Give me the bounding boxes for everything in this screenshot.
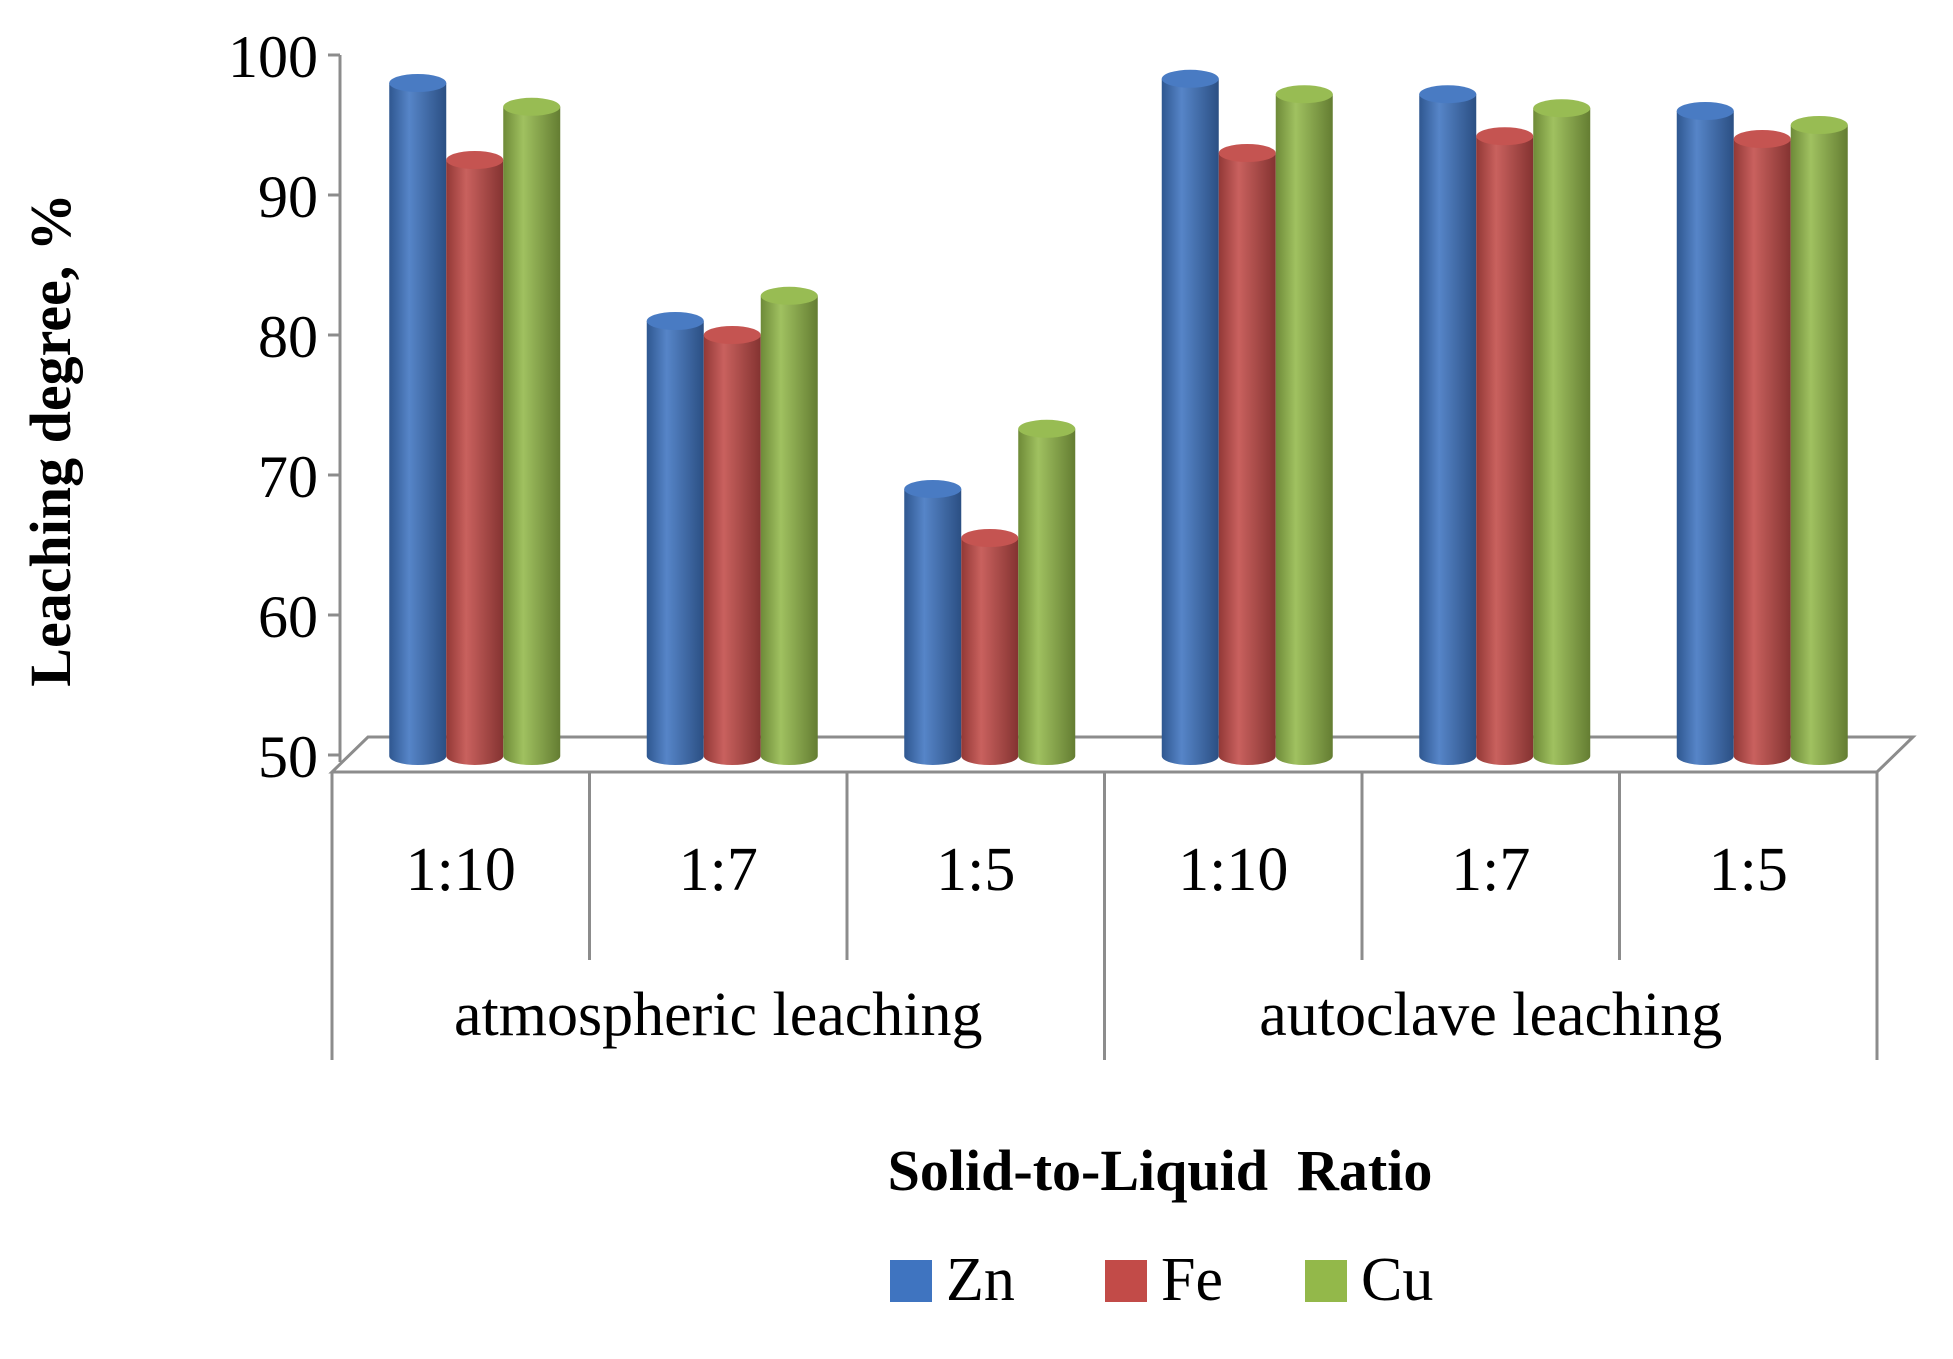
bar-body [760,295,818,765]
bar-top [1275,85,1333,104]
chart-floor [328,735,1917,774]
bar-fe [1733,130,1791,765]
bar-zn [389,74,447,765]
x-category-label: 1:10 [406,836,516,904]
y-tick-label: 90 [258,164,318,230]
y-tick-label: 60 [258,584,318,650]
legend-item-cu: Cu [1305,1246,1433,1314]
bar-zn [1676,102,1734,765]
bar-top [1733,130,1791,148]
bar-body [1018,428,1076,765]
legend-swatch [1305,1260,1347,1302]
x-category-label: 1:7 [1451,836,1530,904]
bar-body [1161,78,1219,766]
bar-top [1218,144,1276,162]
bar-top [961,529,1019,547]
bar-top [760,286,818,305]
legend-swatch [1105,1260,1147,1302]
bar-fe [446,151,504,765]
bar-top [503,97,561,116]
x-axis-categories: 1:10 1:7 1:5 1:10 1:7 1:5 atmospheric leaching… [406,836,1788,1049]
legend-label: Cu [1361,1246,1433,1314]
bar-top [446,151,504,169]
bar-body [389,83,447,765]
bar-zn [1161,69,1219,766]
bar-top [1161,69,1219,88]
bar-fe [1218,144,1276,765]
bar-body [1533,108,1591,765]
bar-body [1676,111,1734,765]
legend-item-fe: Fe [1105,1246,1223,1314]
y-tick-label: 100 [228,24,318,90]
x-category-label: 1:10 [1178,836,1288,904]
bar-body [703,335,761,765]
bar-top [1018,419,1076,438]
bar-cu [1275,85,1333,765]
y-tick-label: 70 [258,444,318,510]
bar-cu [1790,116,1848,765]
bar-cu [1018,419,1076,765]
bar-zn [904,480,962,765]
x-group-label: autoclave leaching [1259,981,1722,1049]
bar-body [1218,153,1276,765]
bar-top [389,74,447,92]
bar-body [1733,139,1791,765]
x-category-label: 1:7 [679,836,758,904]
bar-top [1476,127,1534,146]
bar-fe [961,529,1019,765]
legend-swatch [890,1260,932,1302]
chart-frame [328,55,1917,1060]
bar-fe [703,326,761,765]
y-axis-ticks: 50 60 70 80 90 100 [228,24,340,790]
bar-body [503,106,561,766]
bar-zn [646,312,704,765]
bar-cu [760,286,818,765]
y-tick-label: 50 [258,724,318,790]
bar-body [1419,94,1477,765]
bar-body [1275,94,1333,765]
y-tick-label: 80 [258,304,318,370]
bar-body [1790,125,1848,765]
bar-top [1676,102,1734,120]
legend-label: Zn [946,1246,1015,1314]
legend-item-zn: Zn [890,1246,1015,1314]
x-group-label: atmospheric leaching [454,981,983,1049]
x-axis-title: Solid-to-Liquid Ratio [888,1138,1433,1203]
bars-layer [389,69,1848,766]
bar-body [446,160,504,765]
legend-label: Fe [1161,1246,1223,1314]
bar-top [1533,99,1591,118]
x-category-label: 1:5 [936,836,1015,904]
bar-top [1790,116,1848,134]
bar-top [904,480,962,498]
bar-zn [1419,85,1477,765]
bar-body [904,489,962,765]
bar-cu [1533,99,1591,765]
legend: Zn Fe Cu [890,1246,1433,1314]
bar-fe [1476,127,1534,765]
y-axis-title: Leaching degree, % [18,193,83,686]
bar-body [646,321,704,765]
x-category-label: 1:5 [1709,836,1788,904]
bar-cu [503,97,561,766]
bar-top [646,312,704,330]
bar-top [703,326,761,344]
bar-body [1476,136,1534,765]
bar-top [1419,85,1477,104]
bar-body [961,538,1019,765]
